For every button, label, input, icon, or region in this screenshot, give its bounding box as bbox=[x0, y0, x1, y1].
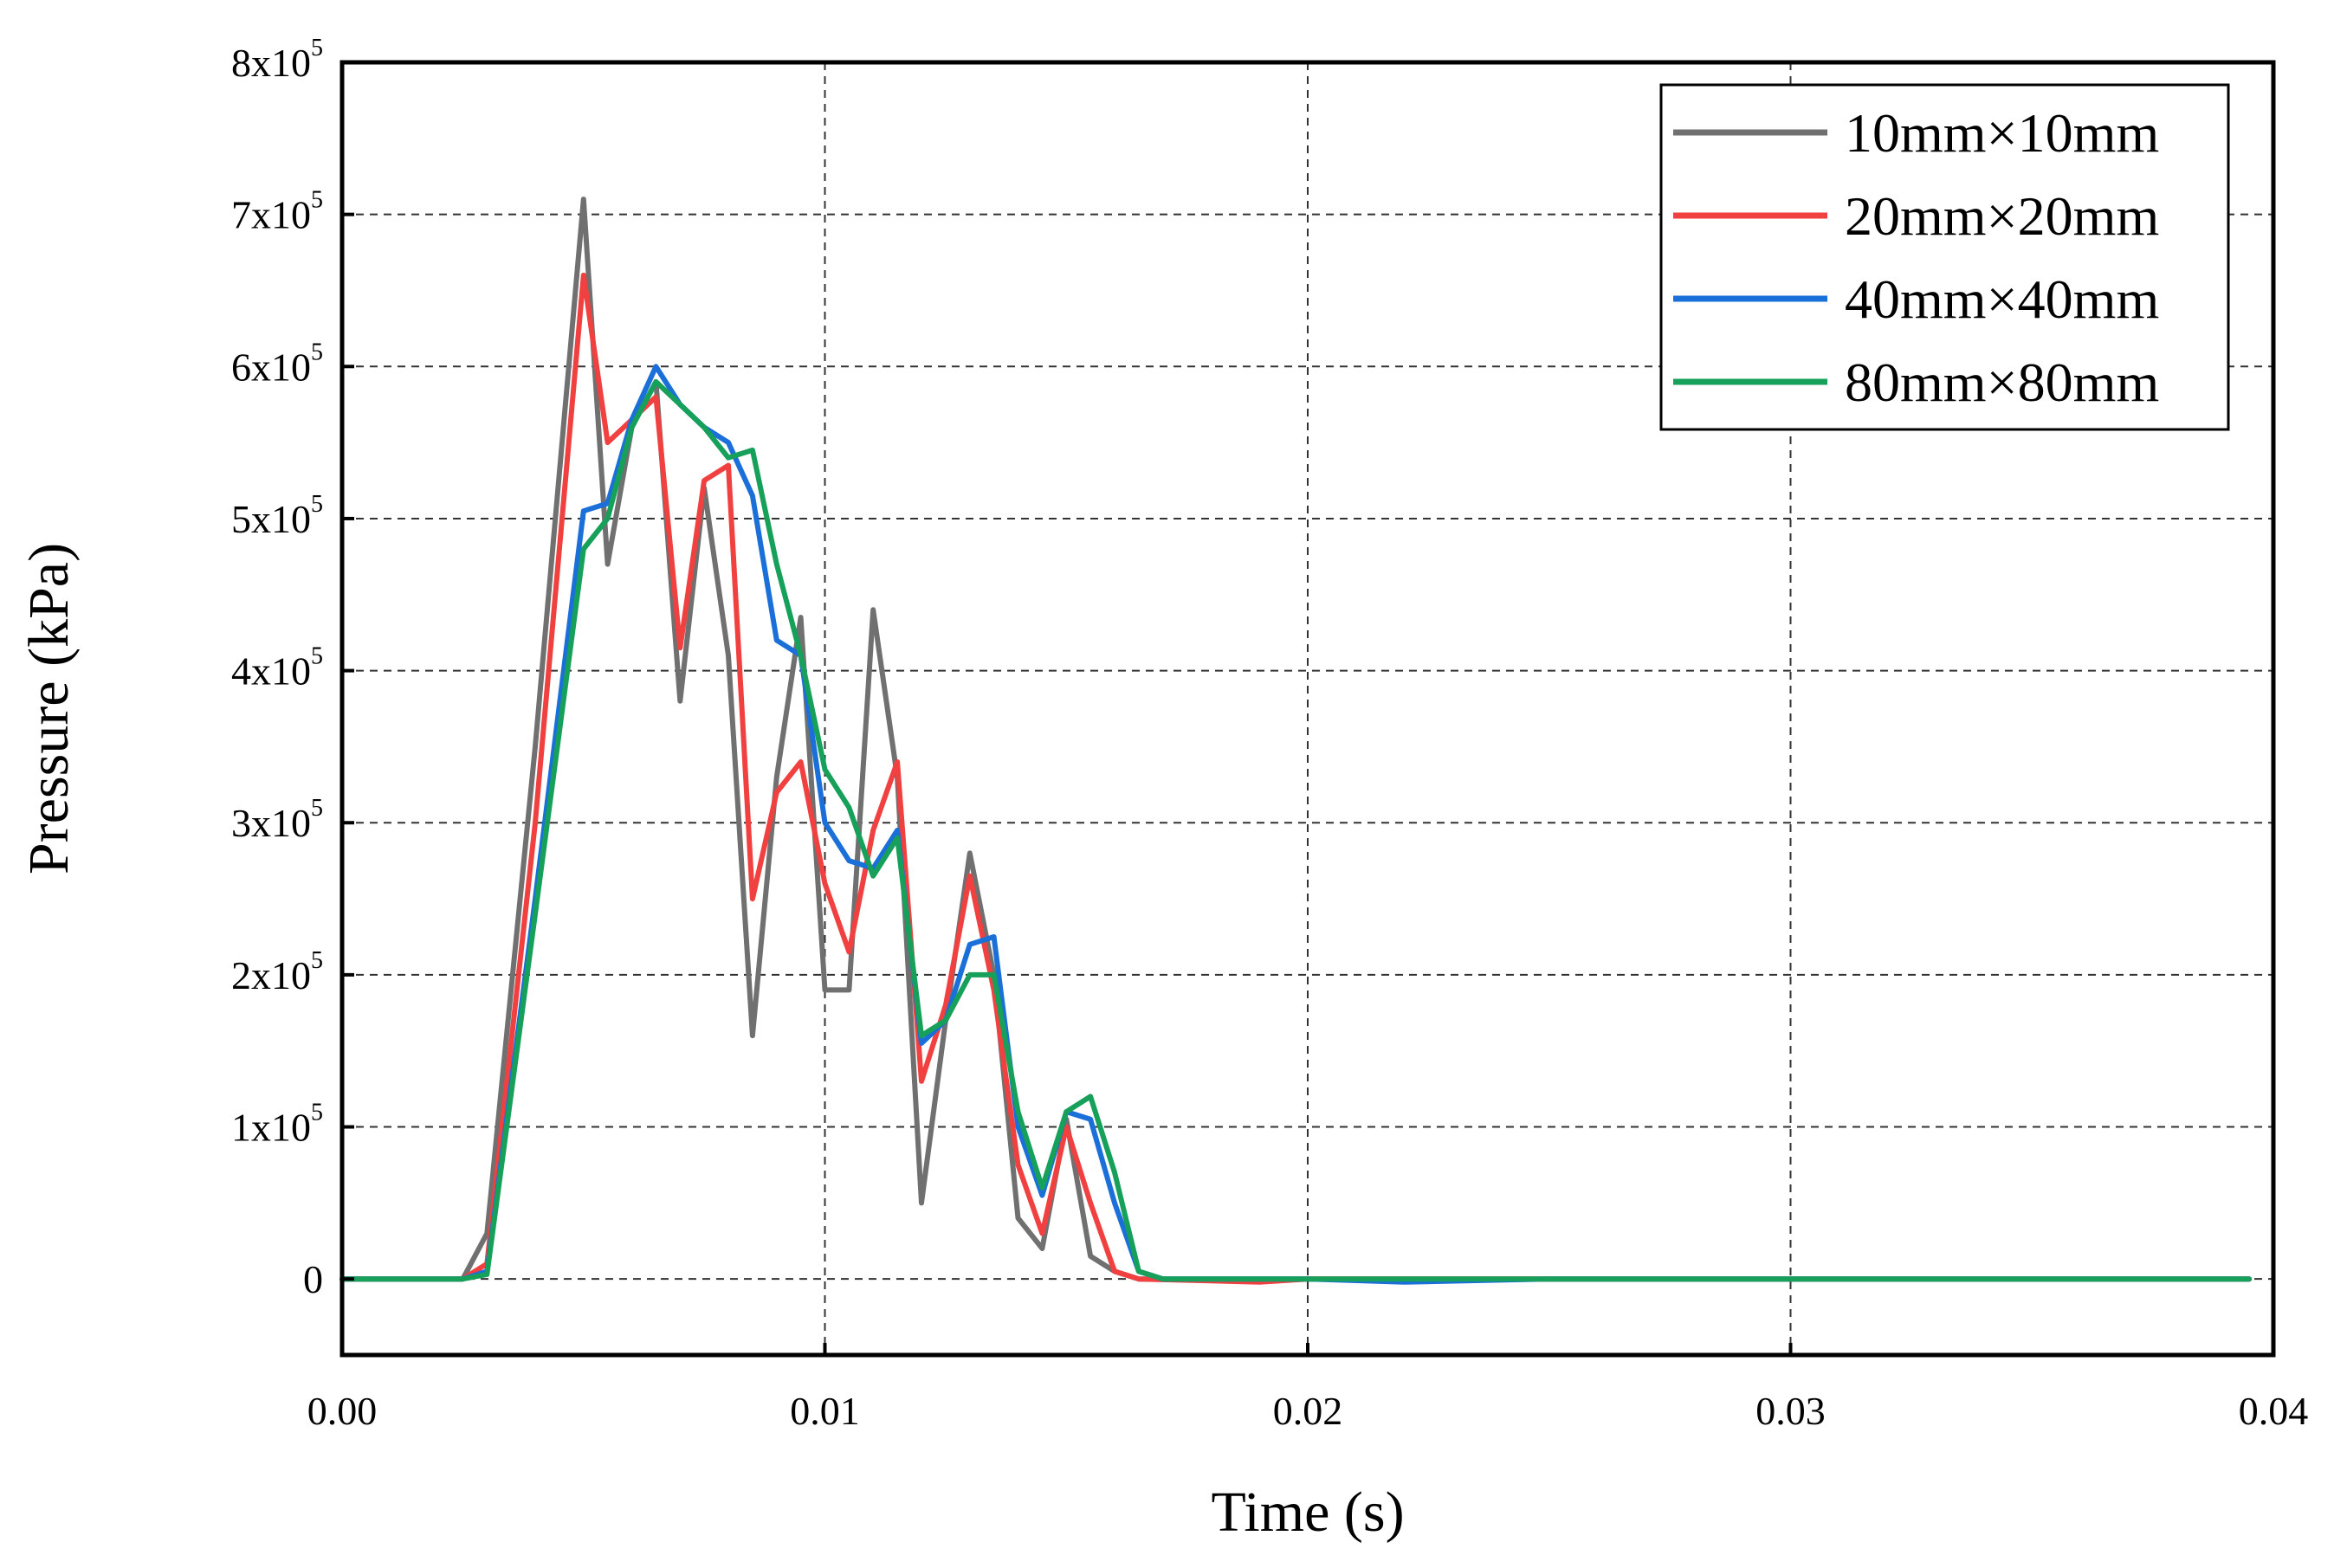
y-axis-title: Pressure (kPa) bbox=[17, 543, 81, 874]
y-tick-mantissa: 8x10 bbox=[231, 41, 311, 85]
legend-box bbox=[1659, 83, 2230, 431]
x-axis-ticks: 0.00 0.01 0.02 0.03 0.04 bbox=[307, 1343, 2309, 1433]
y-tick-mantissa: 4x10 bbox=[231, 649, 311, 694]
y-tick-exponent: 5 bbox=[311, 795, 323, 822]
legend-label-2: 20mm×20mm bbox=[1845, 185, 2159, 247]
legend-label-1: 10mm×10mm bbox=[1845, 102, 2159, 164]
y-tick-label: 6x105 bbox=[231, 339, 323, 389]
y-tick-label: 2x105 bbox=[231, 947, 323, 997]
y-tick-mantissa: 7x10 bbox=[231, 193, 311, 237]
y-tick-exponent: 5 bbox=[311, 35, 323, 61]
y-tick-mantissa: 1x10 bbox=[231, 1106, 311, 1150]
y-tick-label: 0 bbox=[303, 1257, 323, 1301]
x-tick-label: 0.03 bbox=[1755, 1389, 1826, 1433]
y-tick-label: 1x105 bbox=[231, 1100, 323, 1150]
y-axis-ticks: 01x1052x1053x1054x1055x1056x1057x1058x10… bbox=[231, 35, 354, 1301]
y-tick-exponent: 5 bbox=[311, 187, 323, 214]
y-tick-exponent: 5 bbox=[311, 947, 323, 974]
y-tick-mantissa: 2x10 bbox=[231, 953, 311, 997]
y-tick-label: 3x105 bbox=[231, 795, 323, 845]
x-tick-label: 0.00 bbox=[307, 1389, 378, 1433]
y-tick-label: 7x105 bbox=[231, 187, 323, 237]
y-tick-exponent: 5 bbox=[311, 643, 323, 670]
x-tick-label: 0.02 bbox=[1273, 1389, 1343, 1433]
x-tick-label: 0.01 bbox=[790, 1389, 860, 1433]
series-lines bbox=[339, 197, 2253, 1285]
legend-label-3: 40mm×40mm bbox=[1845, 268, 2159, 330]
y-tick-label: 8x105 bbox=[231, 35, 323, 85]
y-tick-mantissa: 5x10 bbox=[231, 497, 311, 541]
y-tick-label: 5x105 bbox=[231, 491, 323, 541]
x-axis-title: Time (s) bbox=[1211, 1481, 1404, 1544]
y-tick-label: 4x105 bbox=[231, 643, 323, 694]
y-tick-exponent: 5 bbox=[311, 339, 323, 365]
legend: 10mm×10mm 20mm×20mm 40mm×40mm 80mm×80mm bbox=[1659, 83, 2230, 431]
y-tick-exponent: 5 bbox=[311, 1100, 323, 1126]
y-tick-exponent: 5 bbox=[311, 491, 323, 518]
y-tick-mantissa: 6x10 bbox=[231, 345, 311, 389]
series-line-4 bbox=[339, 378, 2253, 1282]
x-tick-label: 0.04 bbox=[2239, 1389, 2309, 1433]
y-tick-mantissa: 0 bbox=[303, 1257, 323, 1301]
y-tick-mantissa: 3x10 bbox=[231, 801, 311, 845]
legend-label-4: 80mm×80mm bbox=[1845, 352, 2159, 413]
